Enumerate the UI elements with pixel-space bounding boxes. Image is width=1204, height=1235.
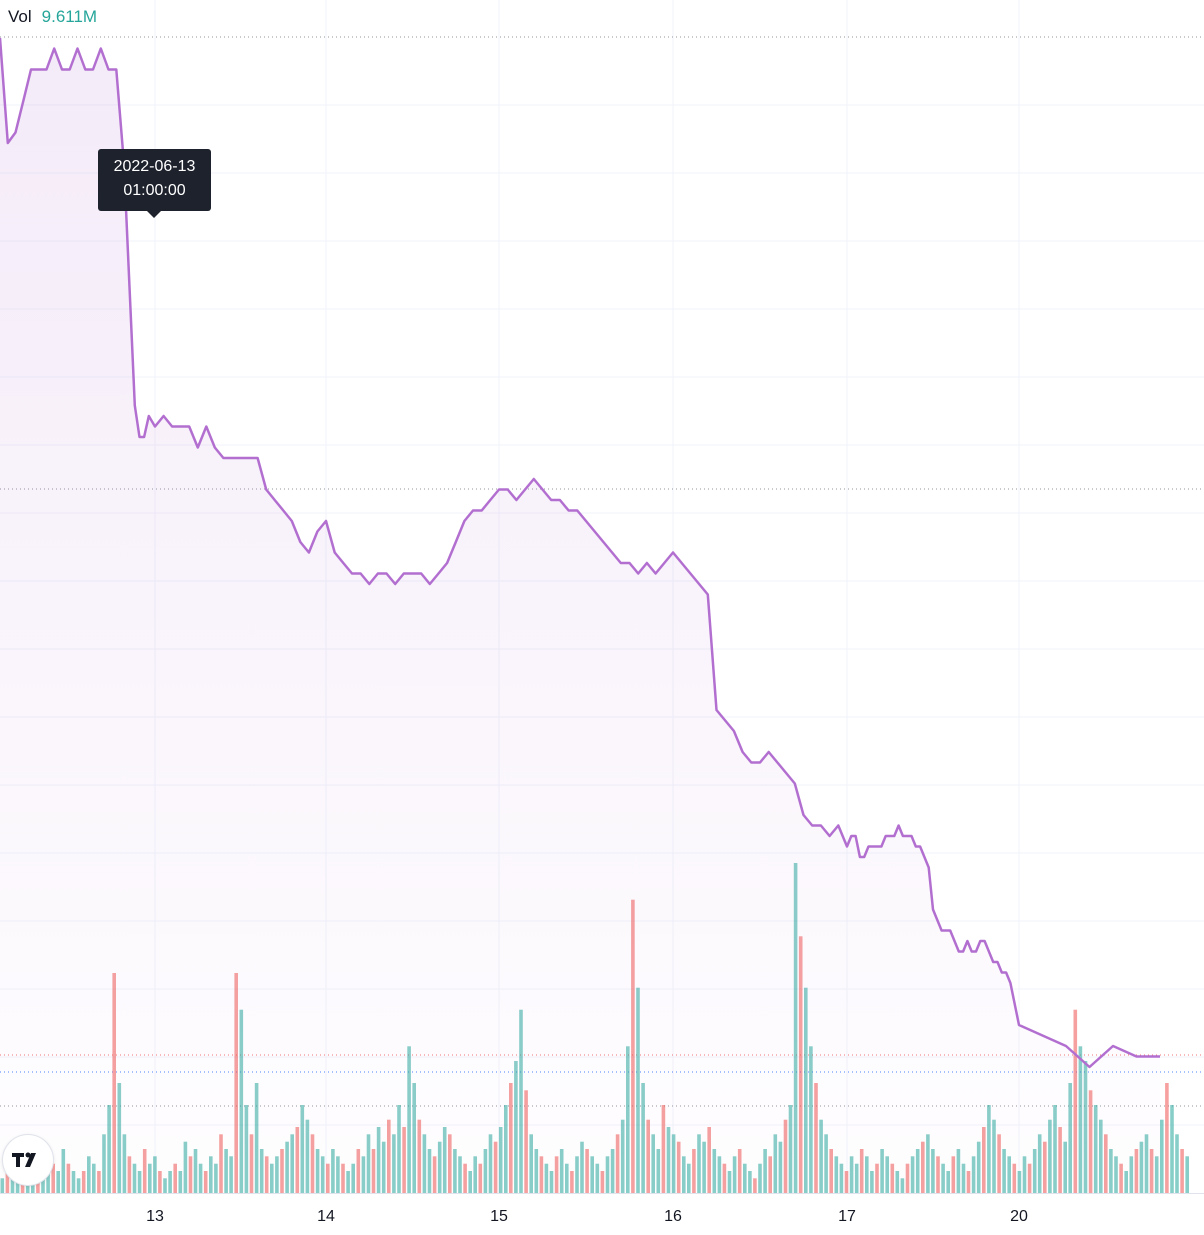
volume-bar: [1170, 1105, 1174, 1193]
x-tick-label: 13: [146, 1208, 164, 1225]
volume-bar: [1185, 1156, 1189, 1193]
x-tick-label: 17: [838, 1208, 856, 1225]
x-tick-label: 15: [490, 1208, 508, 1225]
x-tick-label: 20: [1010, 1208, 1028, 1225]
x-tick-label: 14: [317, 1208, 335, 1225]
legend-value: 9.611M: [41, 7, 98, 26]
crosshair-tooltip: 2022-06-13 01:00:00: [98, 149, 211, 218]
volume-bar: [1160, 1119, 1164, 1193]
volume-bar: [1180, 1149, 1184, 1193]
x-tick-label: 16: [664, 1208, 682, 1225]
legend: Vol 9.611M: [8, 7, 97, 27]
tooltip-date: 2022-06-13: [113, 158, 196, 175]
volume-bar: [1165, 1083, 1169, 1193]
volume-bar: [1175, 1134, 1179, 1193]
x-axis: 13 14 15 16 17 20: [0, 1193, 1204, 1225]
tradingview-logo-icon[interactable]: [3, 1135, 53, 1185]
price-line: [0, 37, 1160, 1069]
tooltip-time: 01:00:00: [123, 182, 186, 199]
tradingview-logo-glyph: [12, 1152, 36, 1167]
price-area: [0, 38, 1160, 1193]
legend-label: Vol: [8, 7, 32, 26]
